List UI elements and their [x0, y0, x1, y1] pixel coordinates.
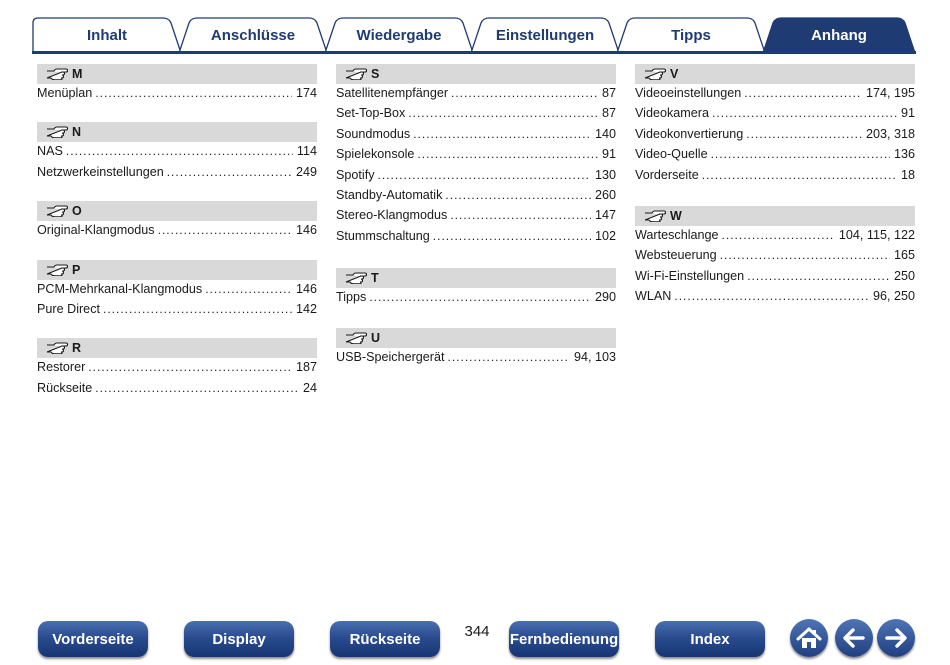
index-group-n: N NAS114 Netzwerkeinstellungen249 [37, 122, 317, 185]
tab-anhang[interactable]: Anhang [762, 17, 916, 53]
letter-heading: O [37, 201, 317, 222]
index-entry[interactable]: Pure Direct142 [37, 302, 317, 322]
pointing-hand-icon [46, 342, 68, 355]
index-column-1: M Menüplan174 N NAS114 Netzwerkeinstellu… [37, 64, 317, 417]
display-button[interactable]: Display [184, 621, 294, 657]
index-group-u: U USB-Speichergerät94, 103 [336, 327, 616, 370]
pointing-hand-icon [345, 272, 367, 285]
rueckseite-button[interactable]: Rückseite [330, 621, 440, 657]
letter-heading: M [37, 64, 317, 84]
letter-heading: R [37, 338, 317, 359]
index-entry[interactable]: NAS114 [37, 144, 317, 164]
index-group-r: R Restorer187 Rückseite24 [37, 338, 317, 401]
index-entry[interactable]: Spielekonsole91 [336, 147, 616, 167]
index-entry[interactable]: Set-Top-Box87 [336, 106, 616, 126]
index-entry[interactable]: USB-Speichergerät94, 103 [336, 350, 616, 370]
index-entry[interactable]: Rückseite24 [37, 381, 317, 401]
index-entry[interactable]: Warteschlange104, 115, 122 [635, 228, 915, 248]
tab-inhalt[interactable]: Inhalt [32, 17, 182, 53]
index-entry[interactable]: Spotify130 [336, 168, 616, 188]
index-entry[interactable]: Netzwerkeinstellungen249 [37, 165, 317, 185]
arrow-left-icon [840, 624, 868, 652]
index-entry[interactable]: Videokonvertierung203, 318 [635, 127, 915, 147]
index-entry[interactable]: Original-Klangmodus146 [37, 223, 317, 243]
index-group-w: W Warteschlange104, 115, 122 Websteuerun… [635, 205, 915, 310]
index-entry[interactable]: Standby-Automatik260 [336, 188, 616, 208]
top-tab-bar: Inhalt Anschlüsse Wiedergabe Einstellung… [32, 17, 916, 54]
index-entry[interactable]: WLAN96, 250 [635, 289, 915, 309]
tab-tipps[interactable]: Tipps [616, 17, 766, 53]
home-icon [795, 624, 823, 652]
letter-heading: U [336, 327, 616, 348]
index-entry[interactable]: Satellitenempfänger87 [336, 86, 616, 106]
index-group-m: M Menüplan174 [37, 64, 317, 106]
pointing-hand-icon [46, 205, 68, 218]
index-group-p: P PCM-Mehrkanal-Klangmodus146 Pure Direc… [37, 259, 317, 323]
index-entry[interactable]: Stummschaltung102 [336, 229, 616, 249]
pointing-hand-icon [644, 68, 666, 80]
index-entry[interactable]: Tipps290 [336, 290, 616, 310]
index-entry[interactable]: PCM-Mehrkanal-Klangmodus146 [37, 282, 317, 302]
letter-heading: W [635, 205, 915, 226]
home-button[interactable] [790, 619, 828, 657]
letter-heading: P [37, 259, 317, 280]
pointing-hand-icon [644, 210, 666, 222]
index-button[interactable]: Index [655, 621, 765, 657]
index-entry[interactable]: Wi-Fi-Einstellungen250 [635, 269, 915, 289]
pointing-hand-icon [46, 126, 68, 139]
index-column-3: V Videoeinstellungen174, 195 Videokamera… [635, 64, 915, 326]
tab-anschluesse[interactable]: Anschlüsse [178, 17, 328, 53]
index-group-o: O Original-Klangmodus146 [37, 201, 317, 243]
index-entry[interactable]: Videoeinstellungen174, 195 [635, 86, 915, 106]
tab-einstellungen[interactable]: Einstellungen [470, 17, 620, 53]
arrow-right-icon [882, 624, 910, 652]
index-entry[interactable]: Video-Quelle136 [635, 147, 915, 167]
index-entry[interactable]: Websteuerung165 [635, 248, 915, 268]
vorderseite-button[interactable]: Vorderseite [38, 621, 148, 657]
index-entry[interactable]: Menüplan174 [37, 86, 317, 106]
index-entry[interactable]: Vorderseite18 [635, 168, 915, 188]
forward-button[interactable] [877, 619, 915, 657]
index-entry[interactable]: Stereo-Klangmodus147 [336, 208, 616, 228]
letter-heading: T [336, 268, 616, 289]
index-group-s: S Satellitenempfänger87 Set-Top-Box87 So… [336, 64, 616, 249]
index-entry[interactable]: Restorer187 [37, 360, 317, 380]
letter-heading: V [635, 64, 915, 84]
letter-heading: S [336, 64, 616, 84]
pointing-hand-icon [345, 68, 367, 80]
tab-underline [32, 51, 916, 54]
fernbedienung-button[interactable]: Fernbedienung [509, 621, 619, 657]
pointing-hand-icon [46, 264, 68, 276]
index-column-2: S Satellitenempfänger87 Set-Top-Box87 So… [336, 64, 616, 386]
tab-wiedergabe[interactable]: Wiedergabe [324, 17, 474, 53]
pointing-hand-icon [46, 68, 68, 80]
index-group-t: T Tipps290 [336, 268, 616, 310]
back-button[interactable] [835, 619, 873, 657]
index-entry[interactable]: Soundmodus140 [336, 127, 616, 147]
index-entry[interactable]: Videokamera91 [635, 106, 915, 126]
index-group-v: V Videoeinstellungen174, 195 Videokamera… [635, 64, 915, 188]
pointing-hand-icon [345, 331, 367, 344]
letter-heading: N [37, 122, 317, 143]
page-number: 344 [464, 623, 490, 640]
